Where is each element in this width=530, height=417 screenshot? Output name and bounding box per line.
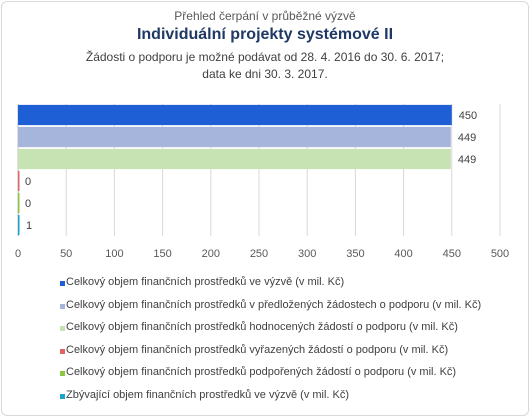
- legend-label: Zbývající objem finančních prostředků ve…: [66, 388, 350, 401]
- x-tick-label: 200: [202, 248, 220, 260]
- x-tick-label: 300: [298, 248, 316, 260]
- bar-value-label: 450: [459, 110, 477, 122]
- bar-value-label: 449: [458, 154, 476, 166]
- legend-swatch: [60, 303, 65, 309]
- legend-swatch: [60, 348, 65, 354]
- bar-value-label: 0: [25, 176, 31, 188]
- bar-6: [18, 214, 20, 236]
- x-tick-label: 250: [250, 248, 268, 260]
- chart-subtitle-line-2: data ke dni 30. 3. 2017.: [202, 67, 328, 81]
- bar-2: [18, 126, 451, 148]
- chart-title: Individuální projekty systémové II: [136, 26, 394, 43]
- x-tick-label: 100: [105, 248, 123, 260]
- x-tick-label: 500: [491, 248, 509, 260]
- legend-item: Zbývající objem finančních prostředků ve…: [60, 389, 520, 412]
- x-tick-label: 0: [15, 248, 21, 260]
- x-tick-label: 50: [60, 248, 72, 260]
- bar-3: [18, 148, 451, 170]
- legend-item: Celkový objem finančních prostředků v př…: [60, 299, 520, 322]
- legend-label: Celkový objem finančních prostředků vyřa…: [66, 343, 449, 356]
- legend-label: Celkový objem finančních prostředků podp…: [66, 366, 457, 379]
- x-tick-label: 450: [443, 248, 461, 260]
- legend-item: Celkový objem finančních prostředků ve v…: [60, 276, 520, 299]
- chart-overline: Přehled čerpání v průběžné výzvě: [174, 9, 356, 23]
- legend-item: Celkový objem finančních prostředků vyřa…: [60, 344, 520, 367]
- legend-swatch: [60, 326, 65, 332]
- x-tick-label: 150: [153, 248, 171, 260]
- chart-legend: Celkový objem finančních prostředků ve v…: [60, 276, 520, 412]
- bar-value-label: 449: [458, 132, 476, 144]
- legend-item: Celkový objem finančních prostředků podp…: [60, 366, 520, 389]
- chart-subtitle-line-1: Žádosti o podporu je možné podávat od 28…: [85, 50, 445, 64]
- legend-swatch: [60, 371, 65, 377]
- x-tick-label: 350: [346, 248, 364, 260]
- bar-value-label: 1: [26, 220, 32, 232]
- legend-label: Celkový objem finančních prostředků hodn…: [66, 321, 458, 334]
- bar-value-label: 0: [25, 198, 31, 210]
- legend-swatch: [60, 281, 65, 286]
- legend-label: Celkový objem finančních prostředků v př…: [66, 298, 482, 311]
- legend-swatch: [60, 393, 65, 399]
- bar-4: [18, 170, 20, 192]
- legend-label: Celkový objem finančních prostředků ve v…: [66, 276, 345, 288]
- bar-1: [18, 104, 452, 126]
- x-tick-label: 400: [394, 248, 412, 260]
- bar-5: [18, 192, 20, 214]
- legend-item: Celkový objem finančních prostředků hodn…: [60, 321, 520, 344]
